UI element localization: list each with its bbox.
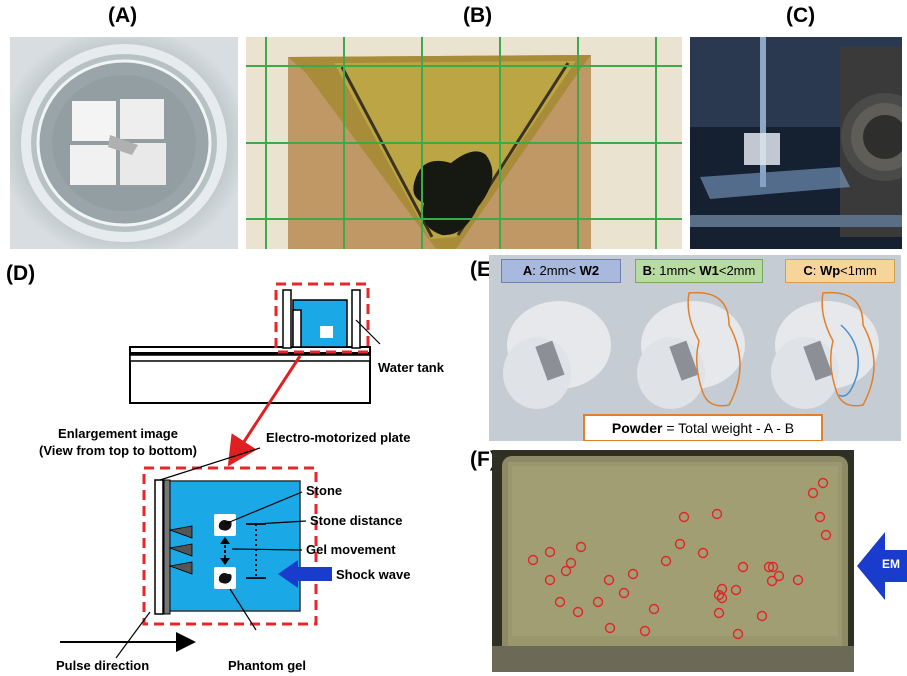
stone-shape (413, 151, 493, 236)
stone-fragments-a (503, 301, 611, 409)
panel-f-photo (492, 450, 854, 672)
em-arrow (857, 532, 907, 600)
electro-plate-label: Electro-motorized plate (266, 430, 410, 445)
dish-rim (21, 44, 227, 242)
panel-d-label: (D) (6, 262, 36, 285)
marker-circles (527, 477, 832, 640)
panel-c-photo (690, 37, 902, 249)
zoom-arrow (227, 355, 302, 467)
panel-b-label: (B) (463, 4, 493, 27)
panel-d-schematic: Water tank Enlargement image (View from … (39, 282, 445, 673)
water-tank-shape (292, 299, 348, 348)
side-view (129, 282, 381, 404)
gel-movement-label: Gel movement (306, 542, 396, 557)
panel-e-photo: A: 2mm< W2 B: 1mm< W1<2mm C: Wp<1mm Powd… (489, 255, 901, 441)
panel-c-label: (C) (786, 4, 816, 27)
water-tank-label: Water tank (378, 360, 445, 375)
enlargement-label: Enlargement image (58, 426, 178, 441)
panel-a-photo (10, 37, 238, 249)
grid-lines (246, 37, 682, 249)
gel-cube-bottom (214, 567, 236, 589)
gel-cubes (70, 99, 166, 185)
zoom-box-large (142, 466, 318, 626)
class-box-c: C: Wp<1mm (785, 259, 895, 283)
class-box-b: B: 1mm< W1<2mm (635, 259, 763, 283)
stone-label: Stone (306, 483, 342, 498)
gel-sample (744, 133, 780, 165)
panel-a-label: (A) (108, 4, 138, 27)
class-box-a: A: 2mm< W2 (501, 259, 621, 283)
stone-fragments-c (771, 291, 879, 409)
pulse-direction-label: Pulse direction (56, 658, 149, 673)
phantom-gel-label: Phantom gel (228, 658, 306, 673)
powder-formula: Powder = Total weight - A - B (583, 414, 823, 441)
enlargement-sublabel: (View from top to bottom) (39, 443, 197, 458)
stone-fragments-b (637, 291, 745, 409)
panel-b-photo (246, 37, 682, 249)
panel-f-label: (F) (470, 448, 497, 471)
gel-cube-top (214, 514, 236, 536)
electro-plate (154, 479, 164, 615)
stone-distance-label: Stone distance (310, 513, 402, 528)
shock-wave-arrow (278, 560, 332, 588)
pulse-emitters (168, 525, 193, 575)
shock-wave-label: Shock wave (336, 567, 410, 582)
em-label: EM (882, 557, 900, 571)
